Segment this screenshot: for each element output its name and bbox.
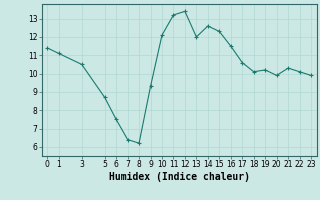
X-axis label: Humidex (Indice chaleur): Humidex (Indice chaleur) bbox=[109, 172, 250, 182]
